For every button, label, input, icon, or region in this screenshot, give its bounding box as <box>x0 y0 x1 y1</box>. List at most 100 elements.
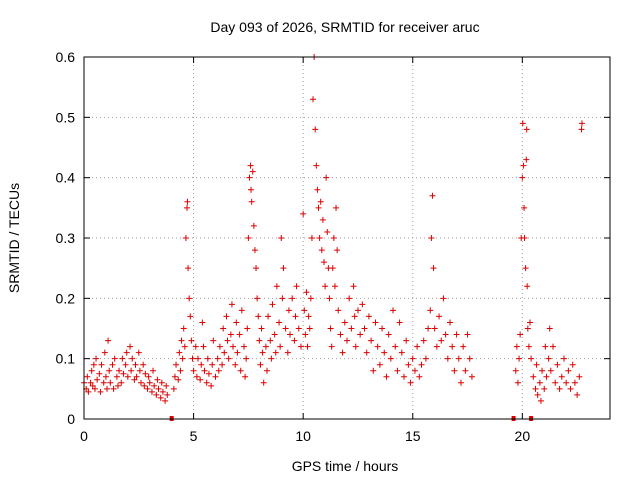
data-point <box>560 355 567 362</box>
data-point <box>346 295 353 302</box>
data-point <box>317 198 324 205</box>
data-point <box>451 367 458 374</box>
data-point <box>405 361 412 368</box>
data-point <box>176 349 183 356</box>
data-point <box>209 361 216 368</box>
data-point <box>224 337 231 344</box>
data-point <box>304 343 311 350</box>
data-point <box>251 247 258 254</box>
data-point <box>107 379 114 386</box>
data-point <box>170 385 177 392</box>
data-point <box>144 385 151 392</box>
data-point <box>409 355 416 362</box>
data-point <box>363 349 370 356</box>
data-point <box>315 204 322 211</box>
data-point <box>292 313 299 320</box>
data-point <box>558 373 565 380</box>
data-point <box>210 337 217 344</box>
data-point <box>519 174 526 181</box>
x-tick-label: 10 <box>295 428 311 444</box>
data-point <box>516 355 523 362</box>
x-axis-label: GPS time / hours <box>292 458 399 474</box>
y-tick-label: 0 <box>67 411 75 427</box>
data-point <box>96 370 103 377</box>
data-point <box>429 192 436 199</box>
data-point <box>155 385 162 392</box>
data-point <box>188 337 195 344</box>
data-point <box>287 331 294 338</box>
data-point <box>280 265 287 272</box>
data-point <box>327 325 334 332</box>
y-tick-label: 0.3 <box>56 230 76 246</box>
data-point <box>136 367 143 374</box>
data-point <box>339 349 346 356</box>
data-point <box>370 367 377 374</box>
data-point <box>350 283 357 290</box>
data-point <box>282 325 289 332</box>
data-point <box>385 331 392 338</box>
data-point <box>253 265 260 272</box>
data-point <box>190 367 197 374</box>
data-point <box>337 331 344 338</box>
data-point <box>247 162 254 169</box>
data-point <box>514 379 521 386</box>
data-point <box>365 313 372 320</box>
data-point <box>173 361 180 368</box>
data-point <box>322 283 329 290</box>
data-point <box>528 355 535 362</box>
data-point <box>246 174 253 181</box>
data-point <box>85 388 92 395</box>
data-point <box>89 382 96 389</box>
data-point <box>106 367 113 374</box>
data-point <box>140 361 147 368</box>
data-point <box>148 388 155 395</box>
data-point <box>110 385 117 392</box>
data-point <box>513 343 520 350</box>
data-point <box>184 204 191 211</box>
data-point <box>243 355 250 362</box>
data-point <box>521 235 528 241</box>
data-point <box>331 283 338 290</box>
data-point <box>403 337 410 344</box>
data-point <box>127 343 134 350</box>
grid <box>84 57 610 419</box>
data-point <box>571 379 578 386</box>
data-point <box>333 204 340 211</box>
data-point <box>98 361 105 368</box>
data-point <box>267 337 274 344</box>
data-point <box>552 379 559 386</box>
data-point <box>158 379 165 386</box>
x-tick-label: 20 <box>515 428 531 444</box>
data-point <box>289 295 296 302</box>
data-point <box>269 301 276 308</box>
data-point <box>536 379 543 386</box>
data-point <box>228 301 235 308</box>
y-tick-label: 0.2 <box>56 290 76 306</box>
data-point <box>240 343 247 350</box>
data-point <box>341 319 348 326</box>
data-point <box>468 373 475 380</box>
data-point <box>192 343 199 350</box>
data-point <box>194 355 201 362</box>
data-point <box>214 355 221 362</box>
data-point <box>376 361 383 368</box>
data-point <box>225 355 232 362</box>
data-point <box>554 361 561 368</box>
data-point <box>297 343 304 350</box>
data-point <box>521 204 528 211</box>
data-point <box>180 325 187 332</box>
data-point <box>248 198 255 205</box>
data-point <box>527 319 534 326</box>
data-point <box>330 235 337 241</box>
data-point <box>438 337 445 344</box>
data-point <box>543 373 550 380</box>
data-point <box>522 265 529 272</box>
data-point <box>264 367 271 374</box>
data-point <box>425 325 432 332</box>
data-point <box>164 391 171 398</box>
data-point <box>320 259 327 266</box>
data-point <box>329 265 336 272</box>
data-point <box>464 331 471 338</box>
data-point <box>233 319 240 326</box>
